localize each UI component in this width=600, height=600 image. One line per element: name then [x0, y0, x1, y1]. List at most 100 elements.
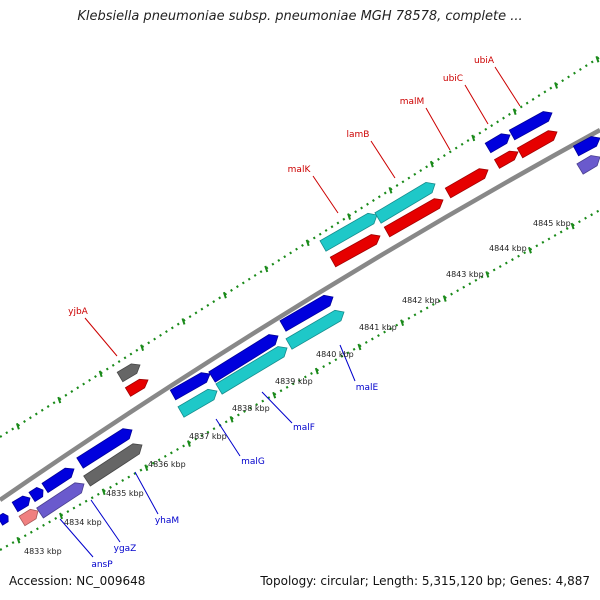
leader-male: [339, 344, 356, 382]
gene-arrow-small[interactable]: [28, 487, 44, 503]
gene-features: [0, 111, 600, 527]
tick-label-4833: 4833 kbp: [24, 547, 62, 556]
lower-ruler-tick: [528, 246, 532, 254]
gene-arrow-ansp-grey[interactable]: [36, 482, 85, 519]
tick-label-4843: 4843 kbp: [446, 270, 484, 279]
gene-label-malk[interactable]: malK: [288, 165, 312, 175]
tick-label-4840: 4840 kbp: [316, 350, 354, 359]
lower-ruler-tick: [16, 536, 21, 544]
gene-arrow-malm[interactable]: [444, 168, 489, 199]
gene-arrow-lamb[interactable]: [383, 198, 444, 238]
gene-arrow-right-edge-a[interactable]: [572, 136, 600, 157]
leader-ubic: [464, 84, 489, 125]
leader-ansp: [59, 518, 94, 558]
genome-summary: Topology: circular; Length: 5,315,120 bp…: [260, 574, 590, 588]
accession-text: Accession: NC_009648: [9, 574, 146, 588]
lower-ruler-tick: [59, 512, 63, 520]
lower-ruler-tick: [442, 295, 447, 302]
leader-lamb: [370, 140, 396, 179]
lower-ruler-dots: [0, 209, 600, 551]
tick-label-4839: 4839 kbp: [275, 377, 313, 386]
gene-arrow-ygaz[interactable]: [41, 467, 75, 494]
upper-ruler-tick: [305, 239, 310, 247]
gene-arrow-ubic[interactable]: [493, 150, 519, 169]
ruler-ticks: [15, 55, 600, 544]
gene-label-yjba[interactable]: yjbA: [68, 307, 89, 317]
gene-arrow-malk-op[interactable]: [319, 212, 378, 252]
upper-ruler-tick: [222, 291, 227, 299]
tick-label-4842: 4842 kbp: [402, 296, 440, 305]
gene-arrow-yjba[interactable]: [124, 378, 149, 397]
gene-arrow-ubia[interactable]: [516, 130, 558, 159]
gene-arrow-pseudo[interactable]: [18, 508, 39, 527]
leader-malk: [312, 175, 339, 214]
upper-ruler-tick: [181, 318, 186, 325]
gene-arrow-yham[interactable]: [76, 428, 133, 469]
leader-ygaz: [90, 499, 121, 543]
gene-arrow-lamb-op[interactable]: [374, 181, 436, 224]
gene-arrow-malg-op[interactable]: [177, 388, 218, 418]
leader-ubia: [494, 66, 521, 107]
tick-label-4837: 4837 kbp: [189, 432, 227, 441]
leader-malf: [261, 391, 293, 424]
lower-ruler-tick: [485, 271, 490, 278]
leader-yham: [134, 471, 159, 515]
gene-label-malf[interactable]: malF: [293, 423, 315, 433]
genome-backbone: [0, 128, 600, 502]
lower-ruler-tick: [144, 464, 149, 471]
lower-ruler-tick: [229, 416, 234, 423]
upper-ruler-tick: [140, 344, 145, 351]
lower-ruler-tick: [101, 488, 106, 496]
tick-label-4844: 4844 kbp: [489, 244, 527, 253]
tick-label-4834: 4834 kbp: [64, 518, 102, 527]
tick-label-4838: 4838 kbp: [232, 404, 270, 413]
upper-ruler-tick: [471, 134, 476, 142]
upper-ruler-tick: [57, 396, 62, 404]
upper-ruler-tick: [388, 187, 393, 194]
gene-arrow-ansp[interactable]: [11, 495, 31, 513]
gene-label-ygaz[interactable]: ygaZ: [114, 544, 137, 554]
gene-arrow-right-edge-b[interactable]: [576, 155, 600, 175]
gene-label-ubia[interactable]: ubiA: [474, 56, 495, 66]
gene-label-lamb[interactable]: lamB: [347, 130, 370, 140]
upper-ruler-tick: [264, 265, 269, 273]
lower-ruler-tick: [400, 319, 405, 327]
upper-ruler-tick: [512, 108, 517, 116]
lower-ruler-tick: [272, 391, 277, 399]
gene-arrow-malg-a[interactable]: [169, 372, 211, 401]
leader-yjba: [84, 317, 118, 357]
upper-ruler-tick: [347, 213, 352, 220]
gene-arrow-yham-grey[interactable]: [83, 443, 143, 487]
gene-arrow-left-edge[interactable]: [0, 512, 9, 526]
lower-ruler-tick: [357, 343, 362, 351]
gene-arrow-ubia-minus[interactable]: [508, 111, 553, 141]
gene-label-yham[interactable]: yhaM: [155, 516, 179, 526]
gene-label-male[interactable]: malE: [356, 383, 379, 393]
gene-arrow-malk[interactable]: [329, 234, 381, 268]
lower-ruler-tick: [314, 367, 319, 375]
gene-arrow-malf-op[interactable]: [215, 346, 288, 395]
upper-ruler-tick: [98, 370, 103, 378]
gene-label-ubic[interactable]: ubiC: [443, 74, 463, 84]
upper-ruler-tick: [595, 55, 600, 63]
gene-arrow-male[interactable]: [279, 294, 334, 332]
tick-label-4841: 4841 kbp: [359, 323, 397, 332]
map-title: Klebsiella pneumoniae subsp. pneumoniae …: [77, 9, 523, 24]
gene-label-malg[interactable]: malG: [241, 457, 265, 467]
lower-ruler-tick: [570, 222, 575, 230]
leader-malm: [425, 107, 451, 151]
gene-arrow-male-op[interactable]: [285, 309, 345, 350]
tick-label-4836: 4836 kbp: [148, 460, 186, 469]
gene-arrow-yjba-grey[interactable]: [116, 363, 141, 383]
gene-label-malm[interactable]: malM: [400, 97, 425, 107]
upper-ruler-tick: [15, 422, 20, 430]
lower-ruler-tick: [186, 440, 191, 447]
tick-label-4845: 4845 kbp: [533, 219, 571, 228]
leader-malg: [215, 418, 241, 457]
tick-label-4835: 4835 kbp: [106, 489, 144, 498]
gene-arrow-ubic-minus[interactable]: [484, 133, 511, 154]
gene-arrow-malg-b[interactable]: [208, 334, 279, 383]
label-leaders: [59, 66, 521, 558]
gene-label-ansp[interactable]: ansP: [91, 560, 113, 570]
